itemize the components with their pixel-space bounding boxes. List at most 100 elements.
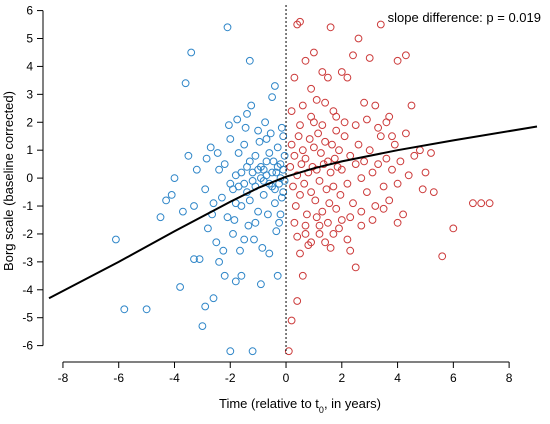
y-tick-label: 2 xyxy=(26,115,33,129)
data-point xyxy=(223,23,232,32)
data-point xyxy=(337,216,346,224)
data-point xyxy=(257,163,265,171)
data-point xyxy=(349,199,357,208)
x-axis-title-main: Time (relative to t xyxy=(219,396,319,411)
data-point xyxy=(312,165,321,174)
data-point xyxy=(120,305,129,314)
data-point xyxy=(296,249,304,258)
data-point xyxy=(385,196,394,205)
data-point xyxy=(328,140,336,149)
data-point xyxy=(325,199,334,208)
data-point xyxy=(265,249,274,258)
data-point xyxy=(268,168,277,177)
data-point xyxy=(388,132,396,141)
data-point xyxy=(218,193,226,202)
data-point xyxy=(266,129,275,138)
y-tick-label: 4 xyxy=(26,59,33,73)
data-point xyxy=(388,165,396,174)
data-point xyxy=(410,151,419,160)
data-point xyxy=(318,207,327,216)
data-point xyxy=(321,137,330,146)
data-point xyxy=(307,238,316,247)
data-point xyxy=(254,126,263,135)
data-point xyxy=(236,246,244,255)
data-point xyxy=(297,160,306,169)
data-point xyxy=(337,68,346,76)
data-point xyxy=(255,137,264,146)
data-point xyxy=(262,135,271,143)
data-point xyxy=(268,93,277,101)
data-point xyxy=(230,216,239,224)
data-point xyxy=(280,151,289,160)
data-point xyxy=(264,210,272,219)
data-point xyxy=(390,140,399,149)
data-point xyxy=(243,110,251,118)
data-point xyxy=(184,151,193,160)
data-point xyxy=(257,280,265,289)
data-point xyxy=(167,191,176,199)
data-point xyxy=(351,263,360,272)
data-point xyxy=(296,17,304,26)
data-point xyxy=(312,213,321,222)
data-point xyxy=(360,157,369,166)
x-tick-label: -8 xyxy=(58,371,69,385)
data-point xyxy=(376,20,385,29)
data-point xyxy=(326,244,335,252)
data-point xyxy=(251,218,260,227)
y-tick-label: 3 xyxy=(26,87,33,101)
data-point xyxy=(190,255,198,264)
data-point xyxy=(226,135,235,143)
data-point xyxy=(310,118,318,127)
y-tick-label: 1 xyxy=(26,143,33,157)
x-tick-label: 0 xyxy=(283,371,290,385)
data-point xyxy=(346,213,355,222)
data-point xyxy=(310,143,318,152)
data-point xyxy=(329,182,338,191)
data-point xyxy=(379,182,388,191)
x-axis-title-subscript: 0 xyxy=(319,405,324,415)
data-point xyxy=(179,207,187,216)
data-point xyxy=(374,123,383,132)
data-point xyxy=(190,202,198,210)
data-point xyxy=(298,146,307,155)
data-point xyxy=(231,171,240,180)
data-point xyxy=(291,202,300,210)
data-point xyxy=(396,157,405,166)
data-point xyxy=(343,73,352,82)
data-point xyxy=(294,132,303,141)
data-point xyxy=(354,140,363,149)
data-point xyxy=(421,168,430,177)
data-point xyxy=(301,230,310,238)
data-point xyxy=(374,160,383,169)
data-point xyxy=(360,98,369,107)
data-point xyxy=(393,179,402,188)
data-point xyxy=(287,316,296,325)
data-point xyxy=(385,112,394,121)
data-point xyxy=(247,101,256,110)
data-point xyxy=(365,54,374,62)
data-point xyxy=(351,160,360,169)
data-point xyxy=(315,230,324,238)
data-point xyxy=(215,165,224,174)
data-point xyxy=(229,230,237,238)
data-point xyxy=(418,185,427,194)
y-tick-label: 0 xyxy=(26,171,33,185)
data-point xyxy=(261,118,270,127)
data-point xyxy=(318,121,327,129)
x-tick-label: -6 xyxy=(113,371,124,385)
data-point xyxy=(332,204,341,213)
data-point xyxy=(290,73,299,82)
data-point xyxy=(346,151,355,160)
data-point xyxy=(284,347,293,356)
data-point xyxy=(357,174,366,183)
data-point xyxy=(322,185,331,194)
data-point xyxy=(307,84,316,93)
data-point xyxy=(393,218,402,227)
data-point xyxy=(245,196,254,205)
data-point xyxy=(368,168,377,177)
data-point xyxy=(326,23,335,32)
data-point xyxy=(240,235,249,244)
data-point xyxy=(240,140,249,149)
data-point xyxy=(248,168,257,177)
data-point xyxy=(324,218,332,227)
